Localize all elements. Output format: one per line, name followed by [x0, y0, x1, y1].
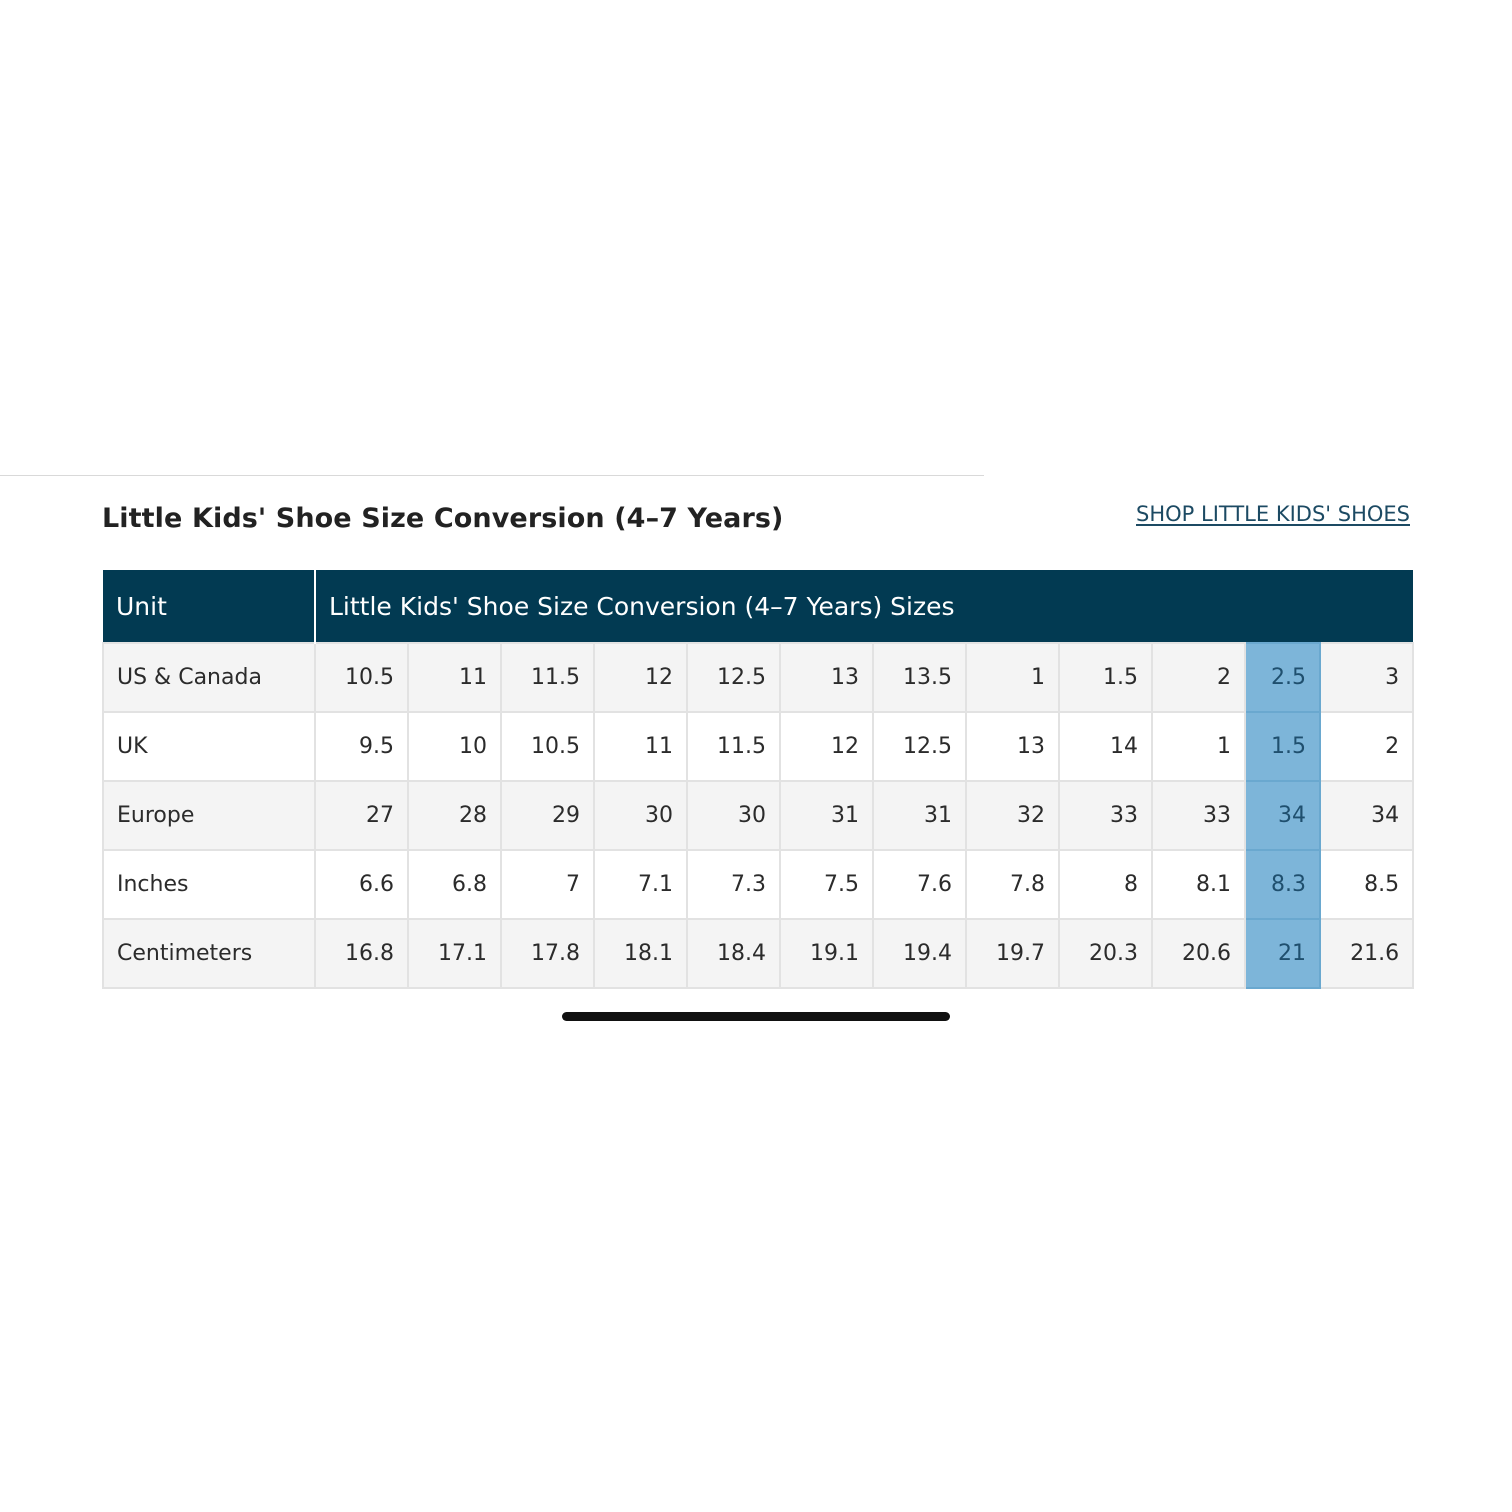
- size-cell: 32: [965, 780, 1060, 851]
- size-cell: 34: [1318, 780, 1415, 851]
- home-indicator: [562, 1012, 950, 1021]
- size-cell: 27: [314, 780, 409, 851]
- size-cell: 12.5: [872, 711, 967, 782]
- table-row: Centimeters 16.8 17.1 17.8 18.1 18.4 19.1 19.4 1…: [102, 918, 1415, 989]
- table-row: Inches 6.6 6.8 7 7.1 7.3 7.5 7.6 7.8 8 8.1 8.3 8.5: [102, 849, 1415, 920]
- size-cell: 10: [407, 711, 502, 782]
- size-cell: 11: [593, 711, 688, 782]
- table-row: Europe 27 28 29 30 30 31 31 32 33 33 34 34: [102, 780, 1415, 851]
- size-cell: 13.5: [872, 642, 967, 713]
- size-cell: 8.5: [1318, 849, 1415, 920]
- size-cell: 18.4: [686, 918, 781, 989]
- size-cell-highlighted: 2.5: [1244, 642, 1321, 713]
- size-cell: 8: [1058, 849, 1153, 920]
- size-cell: 17.8: [500, 918, 595, 989]
- size-cell: 12.5: [686, 642, 781, 713]
- size-cell: 16.8: [314, 918, 409, 989]
- table-body: US & Canada 10.5 11 11.5 12 12.5 13 13.5 1 1.5 2 2.…: [102, 642, 1415, 989]
- size-cell: 7: [500, 849, 595, 920]
- size-cell-highlighted: 1.5: [1244, 711, 1321, 782]
- size-cell: 20.3: [1058, 918, 1153, 989]
- size-cell: 7.6: [872, 849, 967, 920]
- table-row: US & Canada 10.5 11 11.5 12 12.5 13 13.5 1 1.5 2 2.…: [102, 642, 1415, 713]
- table-row: UK 9.5 10 10.5 11 11.5 12 12.5 13 14 1 1.5 2: [102, 711, 1415, 782]
- size-cell: 13: [965, 711, 1060, 782]
- row-label: US & Canada: [102, 642, 316, 713]
- size-cell: 21.6: [1318, 918, 1415, 989]
- size-cell: 7.1: [593, 849, 688, 920]
- size-cell: 1: [1151, 711, 1246, 782]
- header-unit: Unit: [103, 570, 316, 643]
- size-cell: 20.6: [1151, 918, 1246, 989]
- row-label: Europe: [102, 780, 316, 851]
- size-cell: 1: [965, 642, 1060, 713]
- top-divider: [0, 475, 984, 476]
- row-label: Centimeters: [102, 918, 316, 989]
- row-label: Inches: [102, 849, 316, 920]
- size-cell: 7.5: [779, 849, 874, 920]
- size-cell: 33: [1151, 780, 1246, 851]
- size-cell: 19.1: [779, 918, 874, 989]
- size-cell: 6.6: [314, 849, 409, 920]
- row-label: UK: [102, 711, 316, 782]
- size-cell: 30: [593, 780, 688, 851]
- size-cell-highlighted: 21: [1244, 918, 1321, 989]
- size-cell: 7.3: [686, 849, 781, 920]
- table-header-row: Unit Little Kids' Shoe Size Conversion (…: [103, 570, 1414, 643]
- size-cell: 9.5: [314, 711, 409, 782]
- size-cell: 2: [1318, 711, 1415, 782]
- size-cell: 6.8: [407, 849, 502, 920]
- size-cell: 17.1: [407, 918, 502, 989]
- shop-little-kids-shoes-link[interactable]: SHOP LITTLE KIDS' SHOES: [1136, 502, 1410, 526]
- size-cell-highlighted: 34: [1244, 780, 1321, 851]
- size-cell: 11: [407, 642, 502, 713]
- size-cell: 31: [872, 780, 967, 851]
- size-cell: 2: [1151, 642, 1246, 713]
- size-cell: 11.5: [686, 711, 781, 782]
- size-conversion-table: Unit Little Kids' Shoe Size Conversion (…: [102, 570, 1415, 989]
- size-cell: 3: [1318, 642, 1415, 713]
- size-cell: 19.7: [965, 918, 1060, 989]
- size-cell: 8.1: [1151, 849, 1246, 920]
- size-cell: 29: [500, 780, 595, 851]
- size-cell: 33: [1058, 780, 1153, 851]
- size-cell: 7.8: [965, 849, 1060, 920]
- size-cell: 13: [779, 642, 874, 713]
- size-cell: 1.5: [1058, 642, 1153, 713]
- header-sizes: Little Kids' Shoe Size Conversion (4–7 Y…: [315, 570, 1414, 643]
- size-cell: 30: [686, 780, 781, 851]
- size-cell: 10.5: [500, 711, 595, 782]
- section-title: Little Kids' Shoe Size Conversion (4–7 Y…: [102, 503, 784, 534]
- size-cell: 11.5: [500, 642, 595, 713]
- size-cell: 12: [779, 711, 874, 782]
- size-cell: 28: [407, 780, 502, 851]
- size-cell: 14: [1058, 711, 1153, 782]
- size-cell: 31: [779, 780, 874, 851]
- size-cell: 10.5: [314, 642, 409, 713]
- size-cell: 18.1: [593, 918, 688, 989]
- size-cell: 12: [593, 642, 688, 713]
- size-cell: 19.4: [872, 918, 967, 989]
- size-cell-highlighted: 8.3: [1244, 849, 1321, 920]
